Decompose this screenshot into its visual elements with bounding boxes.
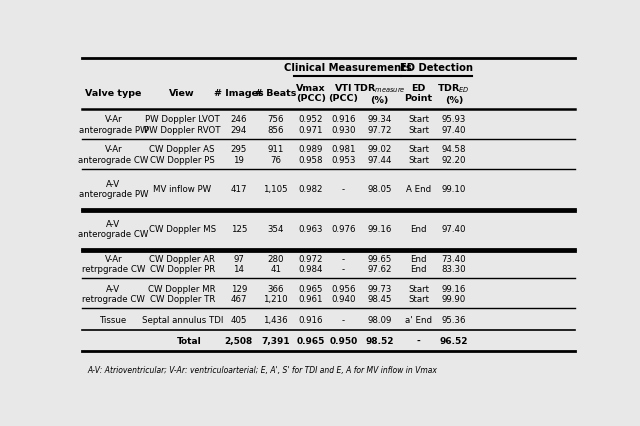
Text: 98.09: 98.09 [367,315,392,324]
Text: 756
856: 756 856 [268,115,284,135]
Text: 366
1,210: 366 1,210 [264,284,288,303]
Text: 99.73
98.45: 99.73 98.45 [367,284,392,303]
Text: TDR$_{ED}$
(%): TDR$_{ED}$ (%) [438,82,470,105]
Text: V-Ar
retrpgrade CW: V-Ar retrpgrade CW [81,254,145,273]
Text: Start
Start: Start Start [408,284,429,303]
Text: Septal annulus TDI: Septal annulus TDI [141,315,223,324]
Text: Tissue: Tissue [100,315,127,324]
Text: 0.982: 0.982 [299,185,323,194]
Text: PW Doppler LVOT
PW Doppler RVOT: PW Doppler LVOT PW Doppler RVOT [144,115,220,135]
Text: TDR$_{measure}$
(%): TDR$_{measure}$ (%) [353,82,406,105]
Text: -: - [417,336,420,345]
Text: 99.65
97.62: 99.65 97.62 [367,254,392,273]
Text: 98.05: 98.05 [367,185,392,194]
Text: CW Doppler AS
CW Doppler PS: CW Doppler AS CW Doppler PS [150,145,215,164]
Text: 0.965
0.961: 0.965 0.961 [299,284,323,303]
Text: V-Ar
anterograde PW: V-Ar anterograde PW [79,115,148,135]
Text: CW Doppler MS: CW Doppler MS [148,225,216,234]
Text: 1,105: 1,105 [264,185,288,194]
Text: End
End: End End [410,254,427,273]
Text: 295
19: 295 19 [230,145,247,164]
Text: A-V
anterograde CW: A-V anterograde CW [78,219,148,239]
Text: -: - [342,185,345,194]
Text: Valve type: Valve type [85,89,141,98]
Text: 97
14: 97 14 [234,254,244,273]
Text: 0.952
0.971: 0.952 0.971 [299,115,323,135]
Text: 354: 354 [268,225,284,234]
Text: 94.58
92.20: 94.58 92.20 [442,145,466,164]
Text: View: View [170,89,195,98]
Text: a' End: a' End [405,315,432,324]
Text: Clinical Measurements: Clinical Measurements [284,63,412,73]
Text: 73.40
83.30: 73.40 83.30 [442,254,466,273]
Text: -
-: - - [342,254,345,273]
Text: 96.52: 96.52 [440,336,468,345]
Text: A-V
anterograde PW: A-V anterograde PW [79,180,148,199]
Text: 99.16
99.90: 99.16 99.90 [442,284,466,303]
Text: 98.52: 98.52 [365,336,394,345]
Text: Start
Start: Start Start [408,115,429,135]
Text: 0.950: 0.950 [329,336,357,345]
Text: 0.963: 0.963 [299,225,323,234]
Text: A End: A End [406,185,431,194]
Text: 405: 405 [230,315,247,324]
Text: 97.40: 97.40 [442,225,466,234]
Text: 1,436: 1,436 [264,315,288,324]
Text: 0.989
0.958: 0.989 0.958 [299,145,323,164]
Text: ED Detection: ED Detection [399,63,472,73]
Text: 0.916: 0.916 [299,315,323,324]
Text: 0.956
0.940: 0.956 0.940 [331,284,356,303]
Text: ED
Point: ED Point [404,83,433,103]
Text: VTI
(PCC): VTI (PCC) [328,83,358,103]
Text: 417: 417 [230,185,247,194]
Text: 95.93
97.40: 95.93 97.40 [442,115,466,135]
Text: MV inflow PW: MV inflow PW [153,185,211,194]
Text: A-V
retrograde CW: A-V retrograde CW [82,284,145,303]
Text: 99.02
97.44: 99.02 97.44 [367,145,392,164]
Text: Start
Start: Start Start [408,145,429,164]
Text: 125: 125 [230,225,247,234]
Text: 0.965: 0.965 [297,336,325,345]
Text: 129
467: 129 467 [230,284,247,303]
Text: 280
41: 280 41 [268,254,284,273]
Text: Total: Total [177,336,202,345]
Text: 911
76: 911 76 [268,145,284,164]
Text: 0.916
0.930: 0.916 0.930 [331,115,356,135]
Text: CW Doppler MR
CW Doppler TR: CW Doppler MR CW Doppler TR [148,284,216,303]
Text: 7,391: 7,391 [262,336,290,345]
Text: 0.972
0.984: 0.972 0.984 [299,254,323,273]
Text: V-Ar
anterograde CW: V-Ar anterograde CW [78,145,148,164]
Text: 0.981
0.953: 0.981 0.953 [331,145,356,164]
Text: -: - [342,315,345,324]
Text: A-V: Atrioventricular; V-Ar: ventriculoarterial; E, A', S' for TDI and E, A for : A-V: Atrioventricular; V-Ar: ventriculoa… [88,365,437,374]
Text: 0.976: 0.976 [331,225,356,234]
Text: # Images: # Images [214,89,264,98]
Text: # Beats: # Beats [255,89,296,98]
Text: End: End [410,225,427,234]
Text: Vmax
(PCC): Vmax (PCC) [296,83,326,103]
Text: 99.34
97.72: 99.34 97.72 [367,115,392,135]
Text: 99.16: 99.16 [367,225,392,234]
Text: 95.36: 95.36 [442,315,466,324]
Text: CW Doppler AR
CW Doppler PR: CW Doppler AR CW Doppler PR [149,254,215,273]
Text: 99.10: 99.10 [442,185,466,194]
Text: 2,508: 2,508 [225,336,253,345]
Text: 246
294: 246 294 [230,115,247,135]
